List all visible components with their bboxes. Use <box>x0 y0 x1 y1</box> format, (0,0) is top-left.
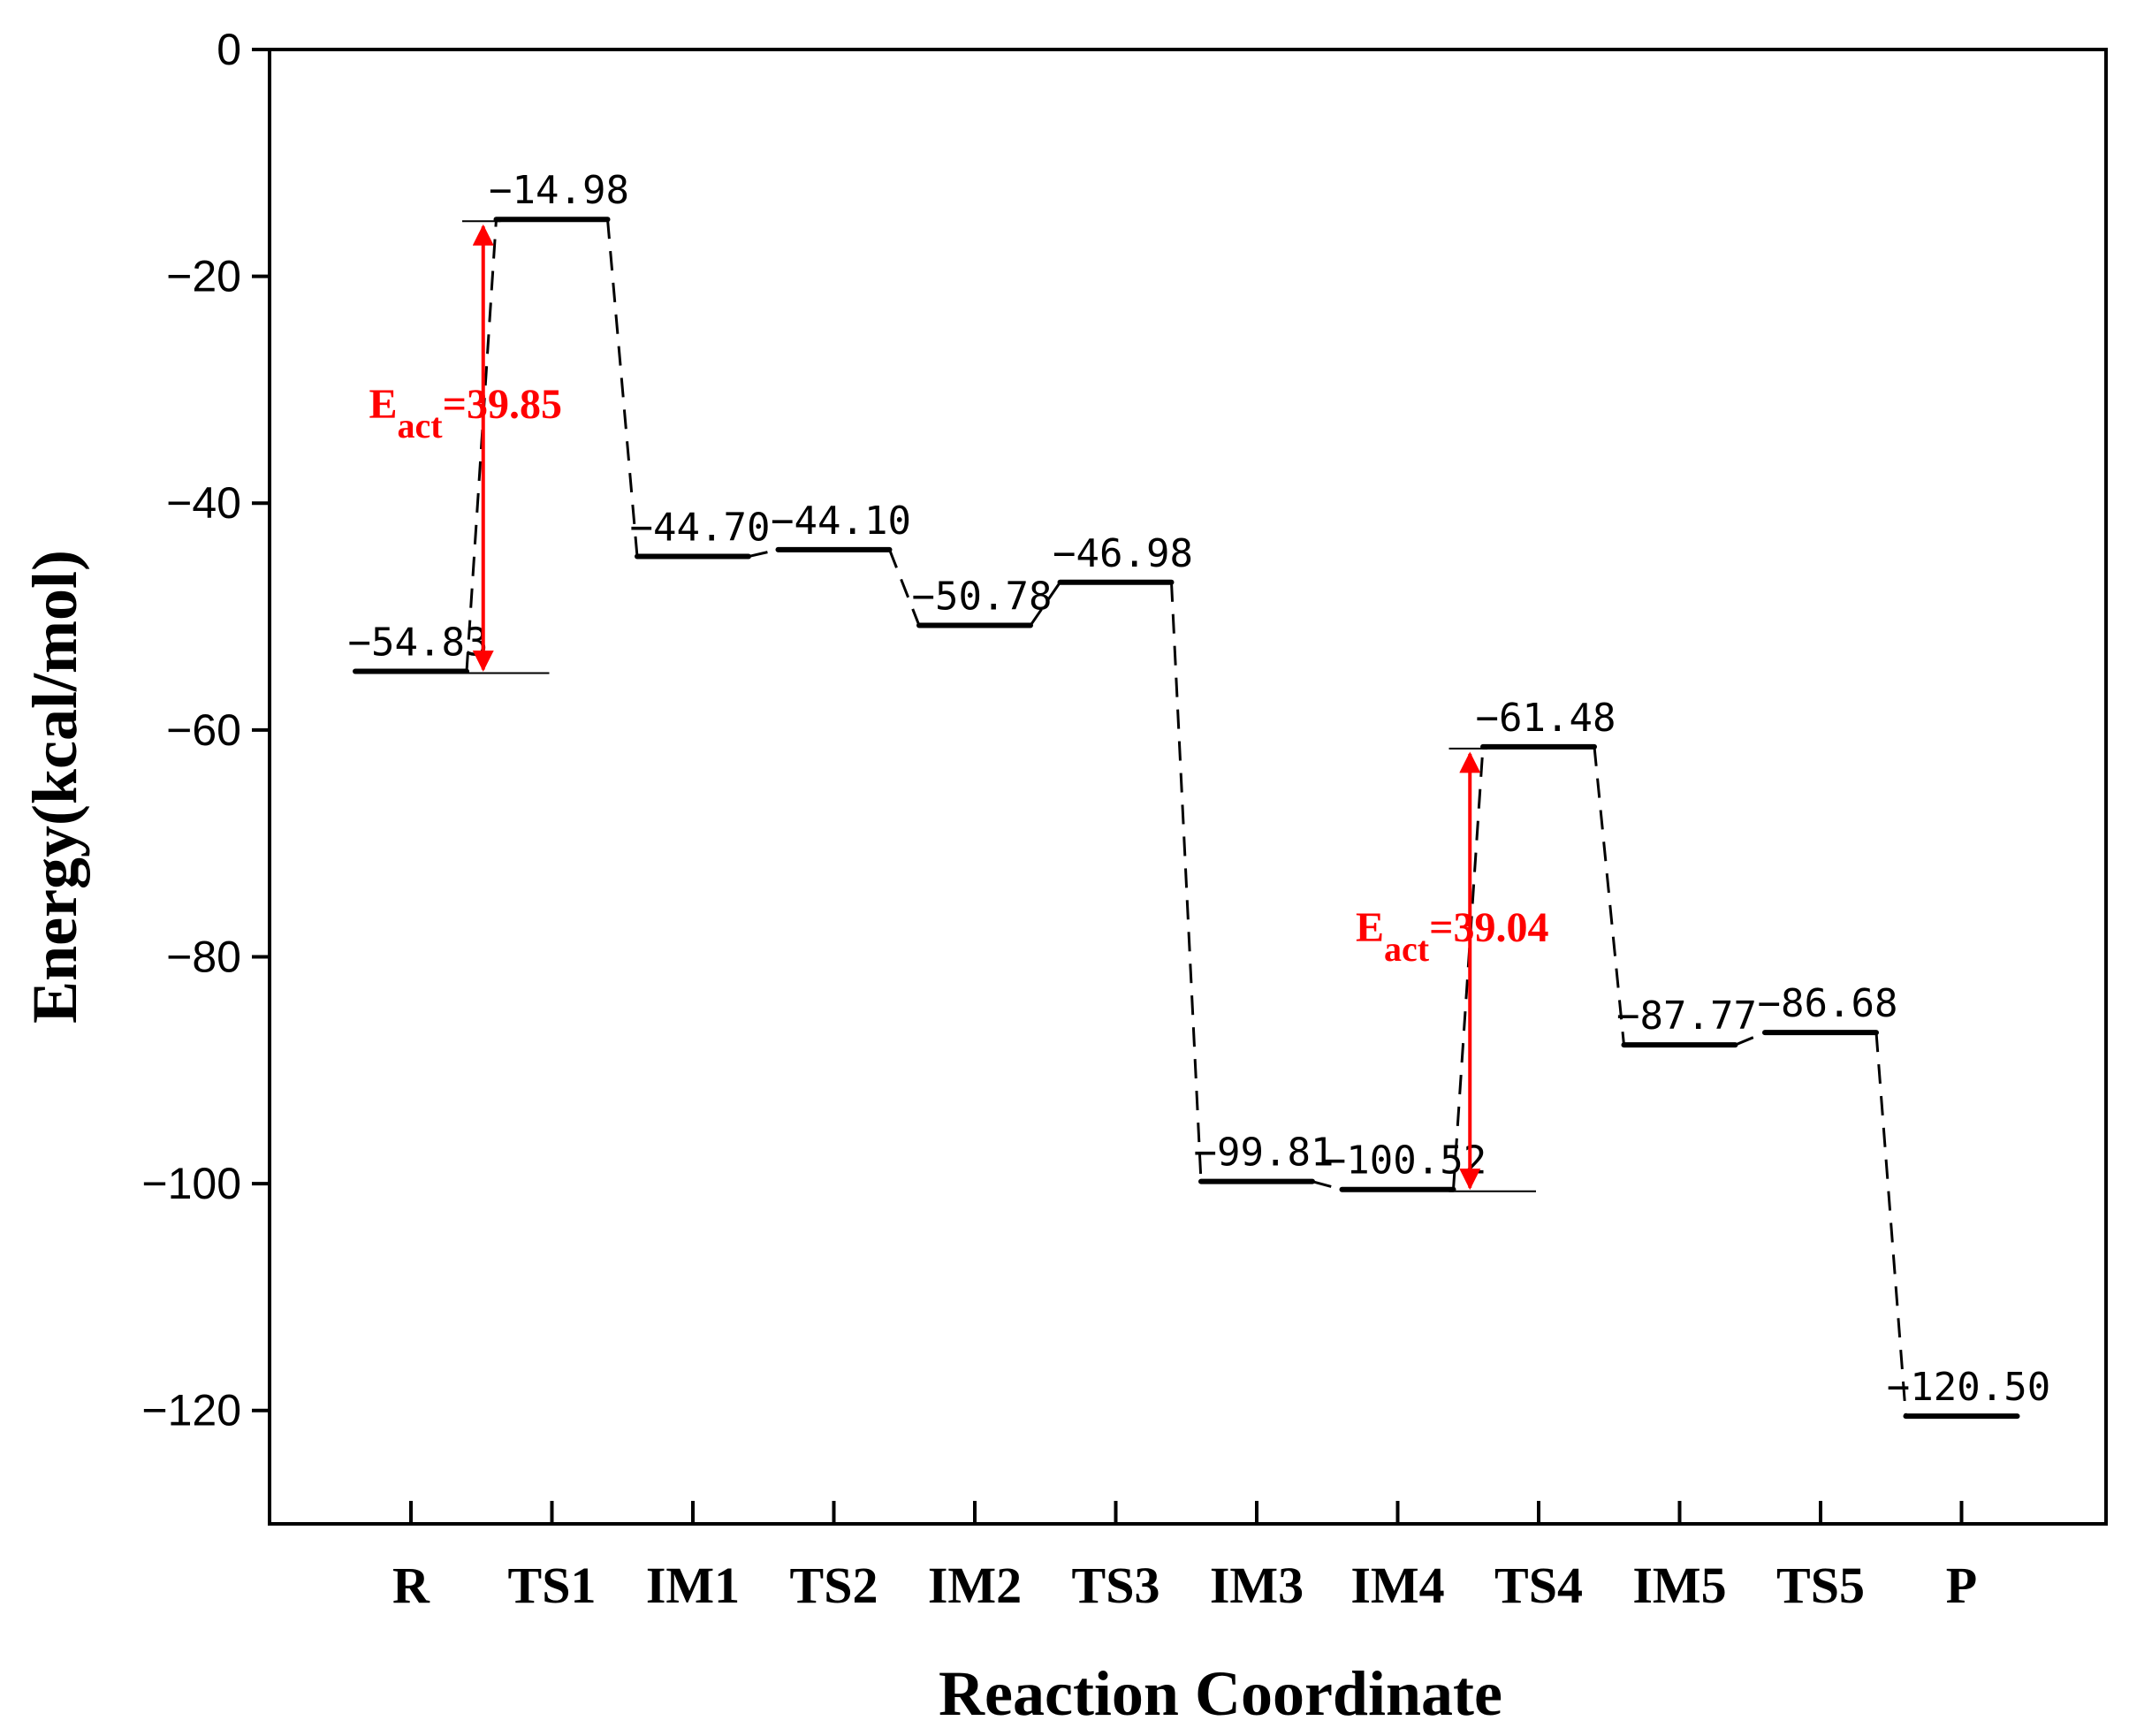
x-tick-label: TS5 <box>1776 1557 1865 1614</box>
y-axis-title: Energy(kcal/mol) <box>19 550 90 1024</box>
x-tick-label: P <box>1946 1557 1977 1614</box>
value-labels: −54.83 −14.98 −44.70 −44.10−50.78−46.98 −99.… <box>348 168 2051 1410</box>
x-tick-label: IM1 <box>646 1557 740 1614</box>
level-connector <box>1734 1031 1766 1047</box>
y-tick-label: 0 <box>217 25 241 74</box>
x-tick-label: IM2 <box>928 1557 1022 1614</box>
x-axis-ticks: R TS1 IM1 TS2 IM2 TS3 IM3 IM4 TS4 IM5 TS5 P <box>392 1501 1977 1614</box>
energy-value-label: −14.98 <box>489 168 629 213</box>
energy-levels <box>353 217 2020 1420</box>
y-tick-label: −80 <box>166 932 241 981</box>
activation-energy-label: Eact=39.85 <box>369 381 562 445</box>
x-tick-label: TS1 <box>508 1557 597 1614</box>
level-connector <box>1593 746 1625 1046</box>
y-tick-label: −60 <box>166 705 241 755</box>
energy-value-label: −61.48 <box>1476 696 1616 741</box>
energy-value-label: −120.50 <box>1887 1365 2050 1410</box>
energy-value-label: −100.52 <box>1323 1138 1486 1184</box>
x-tick-label: IM5 <box>1632 1557 1726 1614</box>
activation-annotations: Eact=39.85 Eact=39.04 <box>369 220 1548 1192</box>
level-connector <box>748 548 779 558</box>
x-axis-title: Reaction Coordinate <box>939 1658 1502 1729</box>
energy-value-label: −44.10 <box>771 499 911 544</box>
level-connector <box>1170 582 1203 1182</box>
plot-frame <box>268 48 2108 1526</box>
x-tick-label: IM4 <box>1350 1557 1444 1614</box>
y-axis-ticks: 0 −20 −40 −60 −80 −100 −120 <box>141 25 270 1435</box>
level-connector <box>888 549 921 627</box>
x-tick-label: TS2 <box>790 1557 878 1614</box>
level-connectors <box>465 219 1907 1417</box>
level-connector <box>1029 581 1061 627</box>
level-connector <box>606 219 639 557</box>
energy-value-label: −87.77 <box>1616 994 1757 1039</box>
x-tick-label: TS4 <box>1494 1557 1583 1614</box>
energy-value-label: −99.81 <box>1194 1131 1334 1176</box>
y-tick-label: −120 <box>141 1386 241 1435</box>
level-connector <box>1452 746 1485 1190</box>
level-connector <box>1312 1180 1342 1192</box>
x-tick-label: IM3 <box>1210 1557 1304 1614</box>
y-tick-label: −100 <box>141 1159 241 1208</box>
activation-energy-label: Eact=39.04 <box>1356 904 1548 969</box>
x-tick-label: R <box>392 1557 430 1614</box>
y-tick-label: −20 <box>166 252 241 301</box>
level-connector <box>1874 1032 1907 1417</box>
energy-value-label: −86.68 <box>1758 981 1898 1026</box>
energy-value-label: −50.78 <box>912 575 1053 620</box>
x-tick-label: TS3 <box>1072 1557 1160 1614</box>
energy-value-label: −44.70 <box>630 506 771 551</box>
energy-value-label: −54.83 <box>348 621 489 666</box>
energy-value-label: −46.98 <box>1053 531 1193 576</box>
y-tick-label: −40 <box>166 478 241 528</box>
